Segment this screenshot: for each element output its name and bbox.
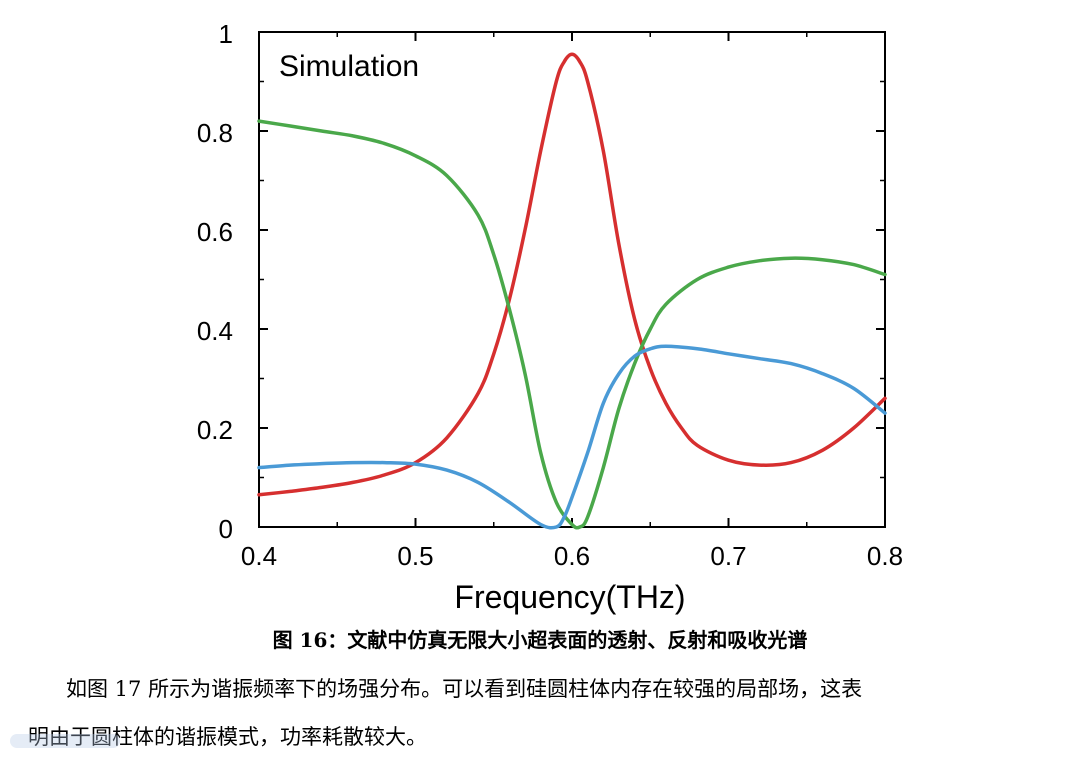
x-axis-title: Frequency(THz) xyxy=(454,579,685,615)
body-paragraph-line-1: 如图 17 所示为谐振频率下的场强分布。可以看到硅圆柱体内存在较强的局部场，这表 xyxy=(66,677,863,701)
chart-annotation: Simulation xyxy=(279,50,419,83)
transmission-reflection-absorption-chart: 0.4 0.5 0.6 0.7 0.8 0 0.2 0.4 0.6 0.8 1 Simulation… xyxy=(197,19,903,615)
y-tick-label: 1 xyxy=(219,19,233,49)
figure-caption: 图 16：文献中仿真无限大小超表面的透射、反射和吸收光谱 xyxy=(272,628,808,652)
x-tick-label: 0.8 xyxy=(867,541,903,571)
watermark-logo xyxy=(10,734,120,748)
x-tick-label: 0.6 xyxy=(554,541,590,571)
y-tick-label: 0.8 xyxy=(197,118,233,148)
y-tick-label: 0 xyxy=(219,514,233,544)
x-tick-label: 0.7 xyxy=(710,541,746,571)
axes: 0.4 0.5 0.6 0.7 0.8 0 0.2 0.4 0.6 0.8 1 xyxy=(197,19,903,571)
body-paragraph-line-2: 明由于圆柱体的谐振模式，功率耗散较大。 xyxy=(28,725,427,749)
plot-frame xyxy=(258,31,886,528)
green-series-line xyxy=(257,119,887,530)
red-series-line xyxy=(257,52,887,497)
series-lines xyxy=(257,52,887,530)
x-tick-label: 0.5 xyxy=(397,541,433,571)
blue-series-line xyxy=(257,344,887,530)
y-tick-label: 0.6 xyxy=(197,217,233,247)
y-tick-label: 0.2 xyxy=(197,415,233,445)
y-tick-label: 0.4 xyxy=(197,316,233,346)
x-tick-label: 0.4 xyxy=(241,541,277,571)
